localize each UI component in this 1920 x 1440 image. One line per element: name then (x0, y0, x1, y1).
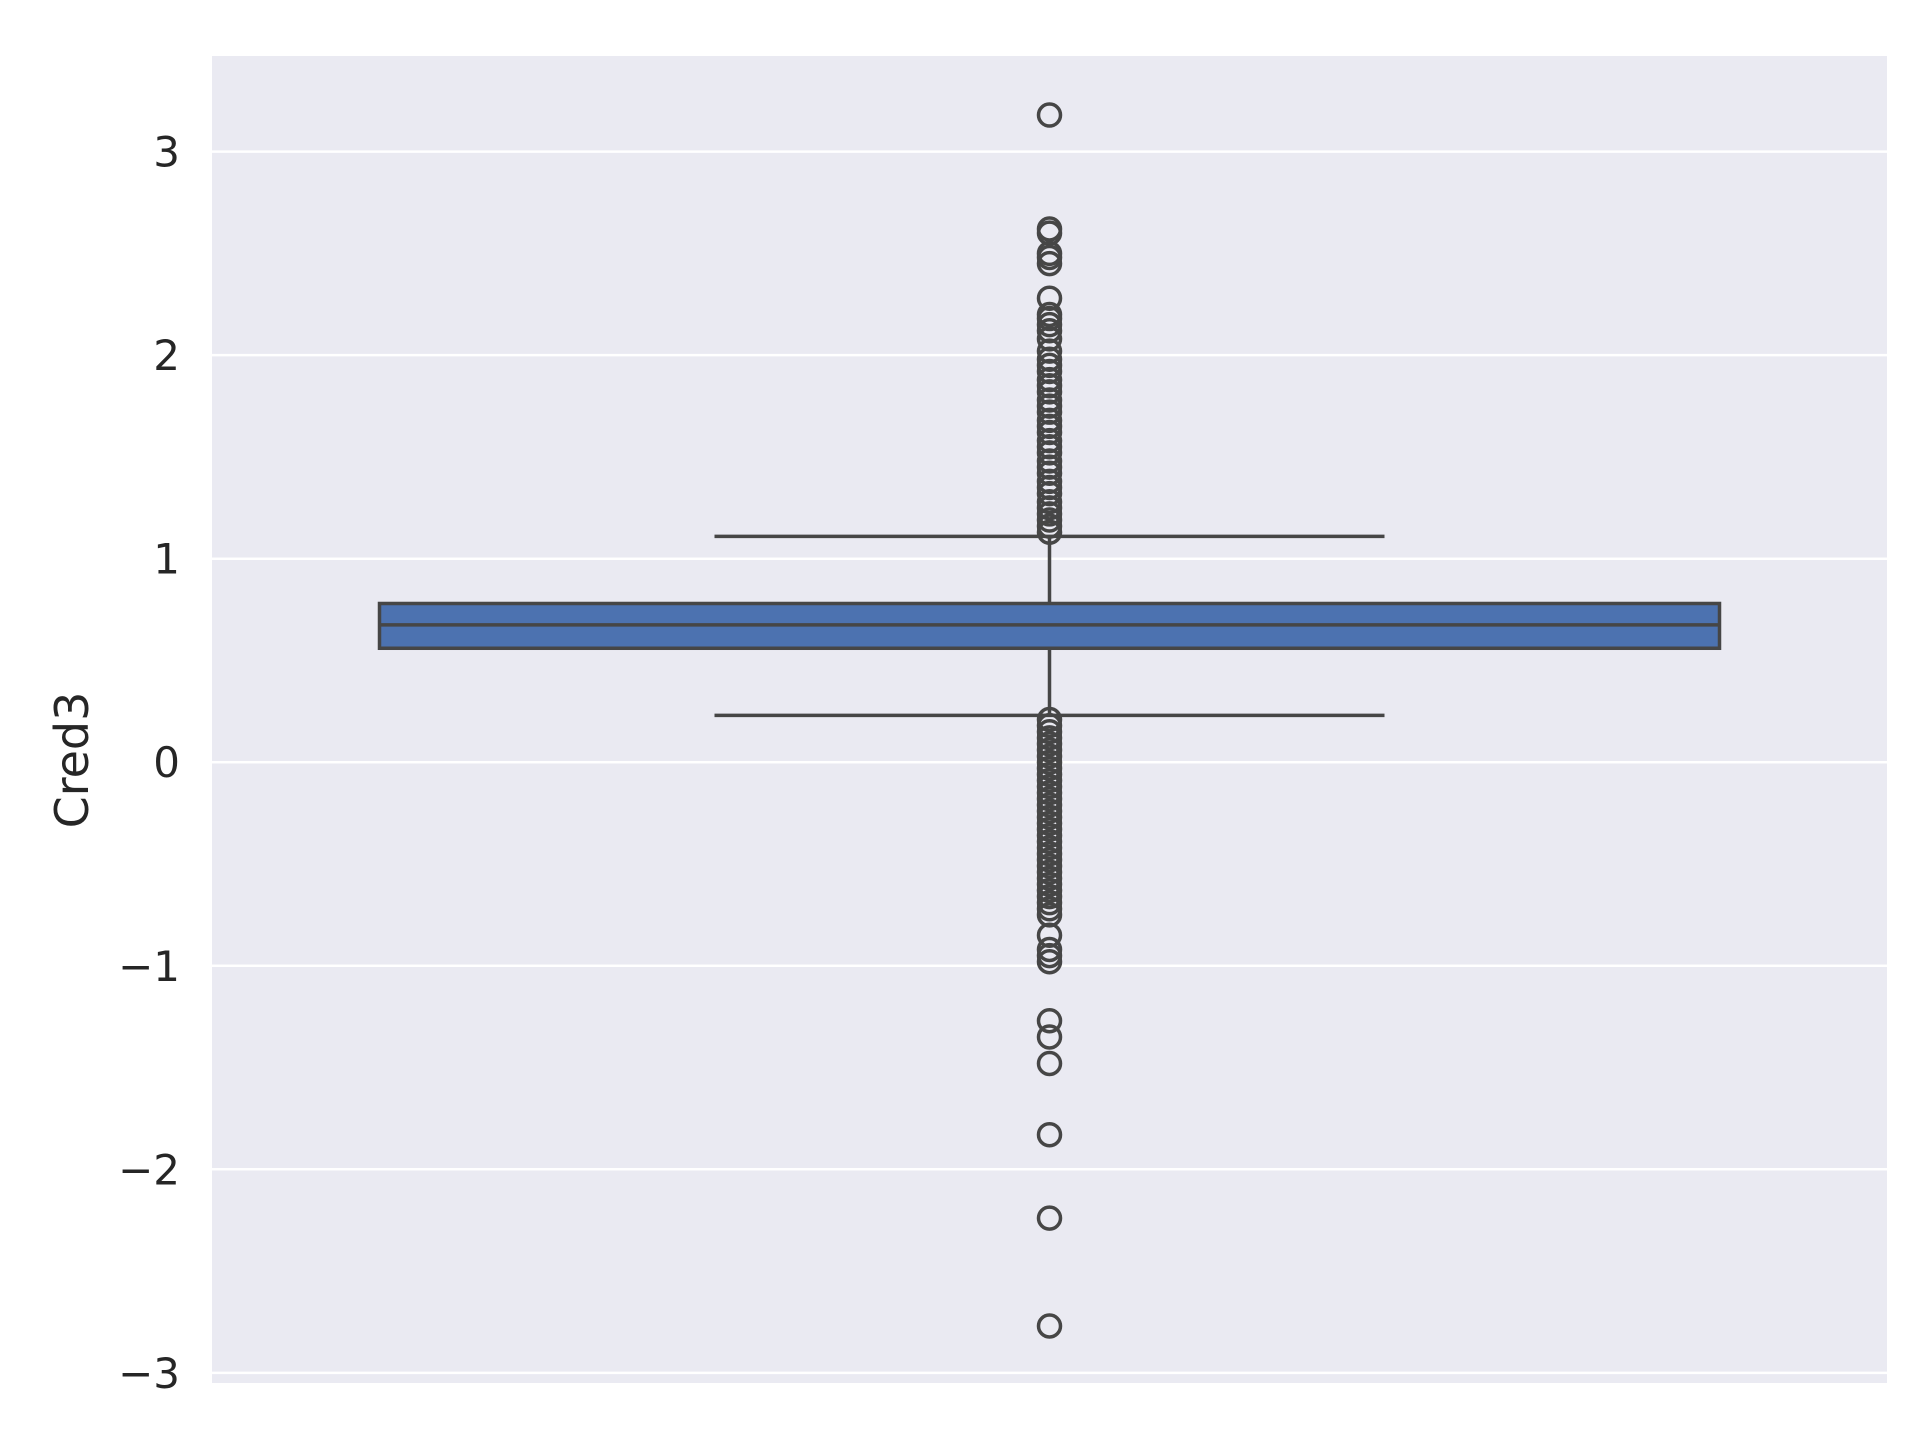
outlier-point (1036, 1205, 1063, 1231)
outlier-point (1036, 250, 1063, 277)
y-tick-label: −1 (118, 942, 180, 991)
outlier-point (1036, 1050, 1063, 1077)
outlier-point (1036, 102, 1063, 128)
outlier-point (1036, 1121, 1063, 1148)
y-tick-label: −2 (118, 1145, 180, 1194)
y-tick-label: 0 (153, 738, 180, 787)
outlier-points (1036, 102, 1063, 1339)
y-tick-label: 3 (153, 128, 180, 177)
y-axis-label: Cred3 (45, 692, 99, 829)
y-axis-ticks: 3 2 1 0 −1 −2 −3 (118, 128, 180, 1398)
y-tick-label: 2 (153, 331, 180, 380)
outlier-point (1036, 1024, 1063, 1050)
outlier-point (1036, 1313, 1063, 1339)
outlier-point (1036, 1007, 1063, 1034)
outlier-point (1036, 948, 1063, 975)
y-tick-label: −3 (118, 1349, 180, 1398)
y-tick-label: 1 (153, 535, 180, 584)
outlier-point (1036, 519, 1063, 546)
